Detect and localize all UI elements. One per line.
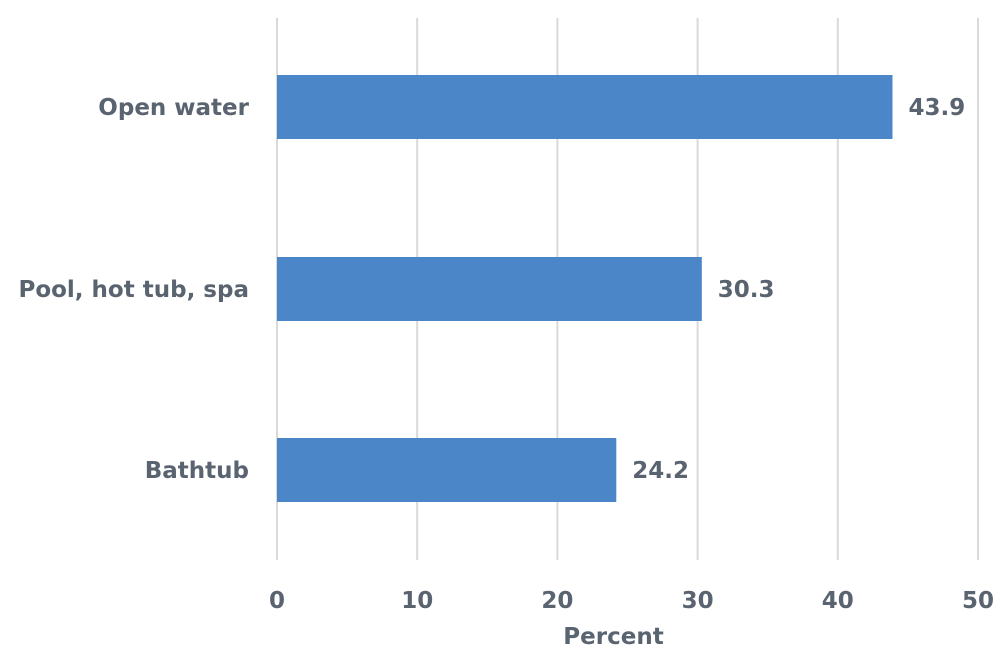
category-label: Open water	[98, 95, 249, 121]
data-label: 24.2	[632, 458, 689, 484]
data-label: 43.9	[908, 95, 965, 121]
bar-open-water	[277, 75, 893, 139]
category-label: Bathtub	[145, 458, 249, 484]
x-tick-label-20: 20	[541, 588, 573, 614]
bar-pool-hot-tub-spa	[277, 257, 702, 321]
bar-bathtub	[277, 438, 617, 502]
data-label: 30.3	[718, 277, 775, 303]
x-axis-title: Percent	[563, 624, 663, 648]
category-label: Pool, hot tub, spa	[18, 277, 249, 303]
category-labels: Open water Pool, hot tub, spa Bathtub	[18, 95, 249, 484]
x-tick-label-50: 50	[962, 588, 994, 614]
x-tick-label-40: 40	[822, 588, 854, 614]
x-tick-label-0: 0	[269, 588, 285, 614]
x-tick-labels: 0 10 20 30 40 50	[269, 588, 994, 614]
x-tick-label-30: 30	[682, 588, 714, 614]
x-tick-label-10: 10	[401, 588, 433, 614]
data-labels: 43.9 30.3 24.2	[632, 95, 965, 484]
bars	[277, 75, 893, 502]
